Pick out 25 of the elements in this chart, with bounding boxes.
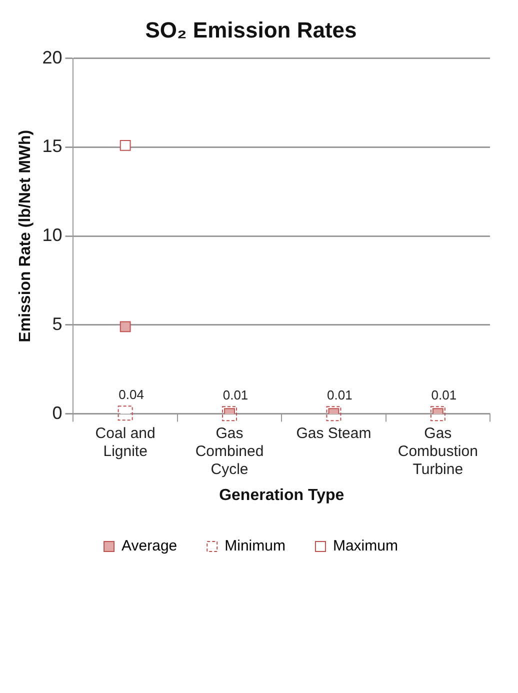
data-label: 0.04 — [118, 387, 144, 402]
y-tick-label: 15 — [42, 136, 62, 156]
x-axis-title: Generation Type — [219, 486, 344, 504]
x-tick-label: Gas Steam — [296, 424, 372, 442]
point — [430, 406, 446, 422]
y-tick-label: 20 — [42, 47, 62, 68]
point — [120, 321, 131, 332]
point — [326, 406, 342, 422]
point — [118, 406, 133, 421]
data-label: 0.01 — [222, 388, 248, 403]
chart-title: SO₂ Emission Rates — [145, 17, 357, 42]
y-tick-label: 10 — [42, 225, 62, 246]
x-tick-label: Coal and Lignite — [95, 424, 156, 460]
legend-label: Minimum — [224, 538, 286, 555]
point — [120, 140, 131, 151]
y-tick-label: 5 — [52, 314, 62, 334]
y-tick-label: 0 — [52, 402, 62, 423]
legend-label: Maximum — [332, 538, 398, 555]
x-tick-label: Gas Combined Cycle — [195, 424, 264, 478]
legend-label: Average — [122, 538, 178, 555]
point — [222, 406, 238, 422]
y-axis-title: Emission Rate (lb/Net MWh) — [17, 130, 34, 342]
data-label: 0.01 — [431, 388, 457, 403]
data-label: 0.01 — [327, 388, 352, 403]
x-tick-label: Gas Combustion Turbine — [398, 424, 478, 478]
